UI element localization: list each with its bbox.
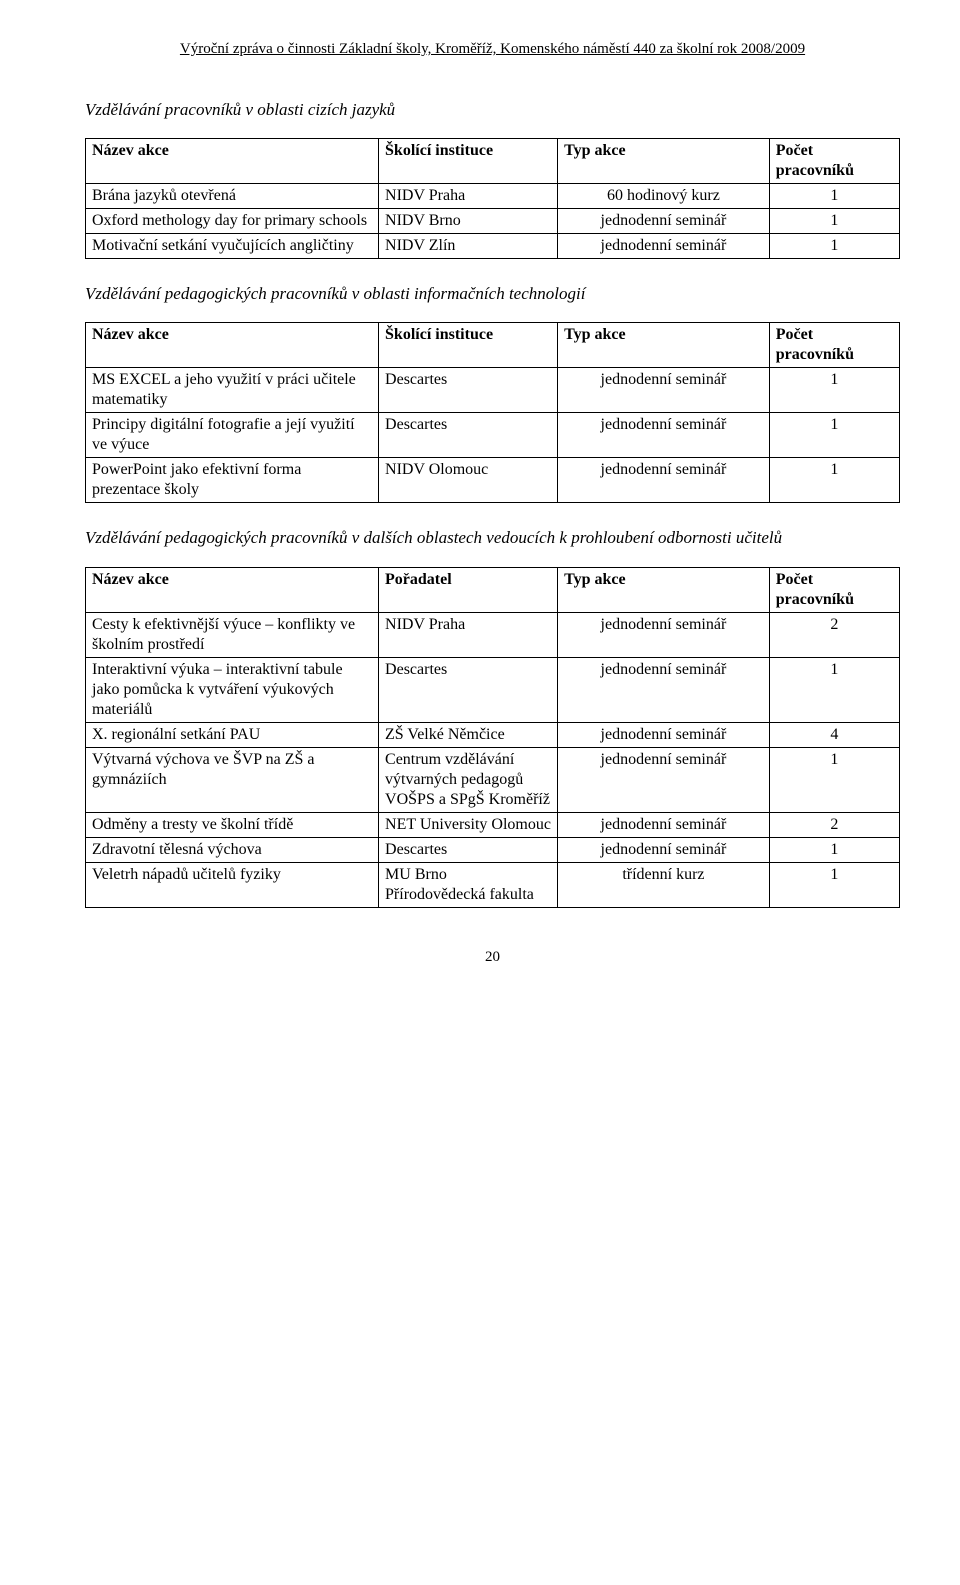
table-row: Výtvarná výchova ve ŠVP na ZŠ a gymnázií… [86,747,900,812]
cell-count: 2 [769,812,899,837]
cell-type: jednodenní seminář [558,747,770,812]
table-header-row: Název akce Školící instituce Typ akce Po… [86,139,900,184]
cell-count: 1 [769,368,899,413]
cell-type: jednodenní seminář [558,722,770,747]
section-title-1: Vzdělávání pracovníků v oblasti cizích j… [85,99,900,120]
col-count: Počet pracovníků [769,139,899,184]
cell-inst: NIDV Olomouc [379,458,558,503]
cell-type: jednodenní seminář [558,657,770,722]
col-name: Název akce [86,323,379,368]
cell-inst: Descartes [379,413,558,458]
section-title-3: Vzdělávání pedagogických pracovníků v da… [85,527,900,548]
cell-type: jednodenní seminář [558,234,770,259]
col-institution: Školící instituce [379,323,558,368]
cell-name: X. regionální setkání PAU [86,722,379,747]
training-table-2: Název akce Školící instituce Typ akce Po… [85,322,900,503]
col-organizer: Pořadatel [379,567,558,612]
cell-name: Motivační setkání vyučujících angličtiny [86,234,379,259]
cell-name: PowerPoint jako efektivní forma prezenta… [86,458,379,503]
col-name: Název akce [86,139,379,184]
cell-inst: NET University Olomouc [379,812,558,837]
table-row: Odměny a tresty ve školní třídě NET Univ… [86,812,900,837]
cell-count: 4 [769,722,899,747]
cell-inst: NIDV Praha [379,612,558,657]
cell-name: Brána jazyků otevřená [86,184,379,209]
cell-type: 60 hodinový kurz [558,184,770,209]
table-header-row: Název akce Školící instituce Typ akce Po… [86,323,900,368]
cell-name: Odměny a tresty ve školní třídě [86,812,379,837]
cell-inst: MU Brno Přírodovědecká fakulta [379,862,558,907]
page-number: 20 [85,948,900,967]
col-name: Název akce [86,567,379,612]
cell-type: jednodenní seminář [558,612,770,657]
training-table-3: Název akce Pořadatel Typ akce Počet prac… [85,567,900,908]
cell-inst: NIDV Zlín [379,234,558,259]
cell-inst: NIDV Praha [379,184,558,209]
table-row: Cesty k efektivnější výuce – konflikty v… [86,612,900,657]
table-row: X. regionální setkání PAU ZŠ Velké Němči… [86,722,900,747]
cell-type: třídenní kurz [558,862,770,907]
col-type: Typ akce [558,139,770,184]
table-row: MS EXCEL a jeho využití v práci učitele … [86,368,900,413]
table-row: Veletrh nápadů učitelů fyziky MU Brno Př… [86,862,900,907]
cell-name: Cesty k efektivnější výuce – konflikty v… [86,612,379,657]
cell-name: Oxford methology day for primary schools [86,209,379,234]
cell-count: 1 [769,747,899,812]
page-header: Výroční zpráva o činnosti Základní školy… [85,40,900,59]
cell-count: 1 [769,234,899,259]
cell-type: jednodenní seminář [558,209,770,234]
cell-inst: NIDV Brno [379,209,558,234]
cell-inst: Centrum vzdělávání výtvarných pedagogů V… [379,747,558,812]
cell-count: 1 [769,657,899,722]
cell-count: 1 [769,413,899,458]
col-count: Počet pracovníků [769,323,899,368]
cell-inst: Descartes [379,657,558,722]
table-row: Zdravotní tělesná výchova Descartes jedn… [86,837,900,862]
cell-name: MS EXCEL a jeho využití v práci učitele … [86,368,379,413]
cell-name: Výtvarná výchova ve ŠVP na ZŠ a gymnázií… [86,747,379,812]
table-row: Principy digitální fotografie a její vyu… [86,413,900,458]
col-institution: Školící instituce [379,139,558,184]
table-row: Motivační setkání vyučujících angličtiny… [86,234,900,259]
col-type: Typ akce [558,567,770,612]
col-type: Typ akce [558,323,770,368]
cell-inst: Descartes [379,368,558,413]
cell-count: 1 [769,209,899,234]
training-table-1: Název akce Školící instituce Typ akce Po… [85,138,900,259]
table-row: Oxford methology day for primary schools… [86,209,900,234]
section-title-2: Vzdělávání pedagogických pracovníků v ob… [85,283,900,304]
cell-name: Veletrh nápadů učitelů fyziky [86,862,379,907]
table-row: PowerPoint jako efektivní forma prezenta… [86,458,900,503]
cell-type: jednodenní seminář [558,458,770,503]
cell-count: 1 [769,184,899,209]
cell-type: jednodenní seminář [558,837,770,862]
table-row: Brána jazyků otevřená NIDV Praha 60 hodi… [86,184,900,209]
cell-inst: ZŠ Velké Němčice [379,722,558,747]
cell-type: jednodenní seminář [558,413,770,458]
table-row: Interaktivní výuka – interaktivní tabule… [86,657,900,722]
cell-name: Principy digitální fotografie a její vyu… [86,413,379,458]
cell-type: jednodenní seminář [558,368,770,413]
cell-name: Interaktivní výuka – interaktivní tabule… [86,657,379,722]
cell-count: 1 [769,862,899,907]
table-header-row: Název akce Pořadatel Typ akce Počet prac… [86,567,900,612]
cell-count: 2 [769,612,899,657]
cell-name: Zdravotní tělesná výchova [86,837,379,862]
cell-type: jednodenní seminář [558,812,770,837]
cell-count: 1 [769,837,899,862]
col-count: Počet pracovníků [769,567,899,612]
cell-inst: Descartes [379,837,558,862]
cell-count: 1 [769,458,899,503]
